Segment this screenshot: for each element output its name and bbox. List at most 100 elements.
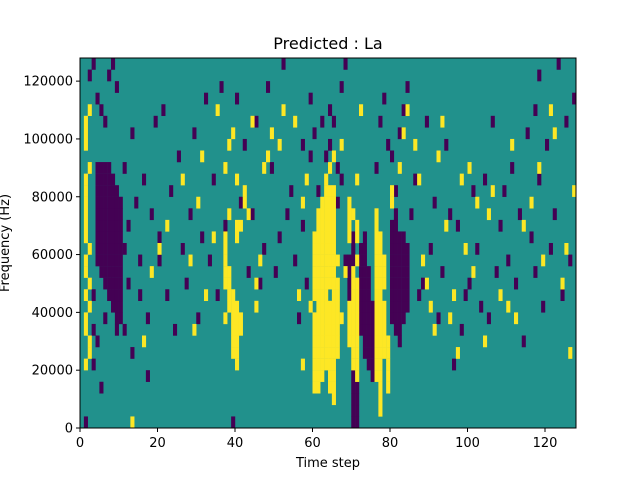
heatmap-cell-high — [324, 173, 329, 186]
plot-frame — [79, 57, 577, 429]
heatmap-cell-high — [328, 277, 333, 290]
heatmap-cell-low — [254, 115, 259, 128]
heatmap-cell-high — [316, 254, 321, 267]
heatmap-cell-high — [328, 300, 333, 313]
heatmap-cell-low — [366, 358, 371, 371]
heatmap-cell-high — [231, 127, 236, 140]
heatmap-cell-low — [366, 312, 371, 325]
heatmap-cell-high — [331, 289, 336, 302]
heatmap-cell-low — [114, 266, 119, 278]
heatmap-cell-low — [103, 312, 108, 325]
heatmap-cell-low — [355, 416, 360, 429]
heatmap-cell-low — [339, 173, 344, 186]
heatmap-cell-low — [99, 243, 104, 255]
heatmap-cell-high — [386, 370, 391, 382]
heatmap-cell-high — [378, 358, 383, 371]
heatmap-cell-low — [405, 81, 410, 93]
heatmap-cell-low — [118, 289, 123, 302]
heatmap-cell-high — [355, 289, 360, 302]
heatmap-cell-high — [316, 243, 321, 255]
heatmap-cell-high — [320, 358, 325, 371]
heatmap-cell-low — [99, 254, 104, 267]
heatmap-cell-low — [107, 254, 112, 267]
heatmap-cell-low — [397, 231, 402, 244]
heatmap-cell-low — [362, 231, 367, 244]
heatmap-cell-low — [359, 312, 364, 325]
heatmap-cell-high — [316, 231, 321, 244]
heatmap-cell-low — [118, 277, 123, 290]
heatmap-cell-high — [355, 254, 360, 267]
heatmap-cell-high — [331, 231, 336, 244]
heatmap-cell-low — [366, 277, 371, 290]
heatmap-cell-high — [83, 312, 88, 325]
y-tick-label: 40000 — [32, 306, 73, 321]
heatmap-cell-high — [351, 358, 356, 371]
heatmap-cell-low — [103, 196, 108, 209]
heatmap-cell-high — [331, 370, 336, 382]
heatmap-cell-high — [343, 266, 348, 278]
heatmap-cell-low — [316, 185, 321, 197]
heatmap-cell-low — [308, 150, 313, 163]
heatmap-cell-high — [328, 208, 333, 221]
heatmap-cell-low — [401, 104, 406, 117]
heatmap-cell-low — [374, 162, 379, 174]
heatmap-cell-low — [118, 243, 123, 255]
heatmap-cell-high — [378, 312, 383, 325]
heatmap-cell-low — [219, 81, 224, 93]
heatmap-cell-high — [223, 231, 228, 244]
heatmap-cell-high — [235, 300, 240, 313]
heatmap-cell-high — [359, 104, 364, 117]
heatmap-cell-high — [459, 173, 464, 186]
heatmap-cell-low — [180, 243, 185, 255]
heatmap-cell-high — [331, 150, 336, 163]
heatmap-cell-low — [138, 289, 143, 302]
heatmap-cell-low — [370, 312, 375, 325]
heatmap-cell-low — [235, 92, 240, 105]
heatmap-cell-high — [347, 231, 352, 244]
heatmap-cell-high — [432, 323, 437, 336]
heatmap-cell-high — [312, 289, 317, 302]
heatmap-cell-high — [324, 300, 329, 313]
heatmap-cell-high — [227, 277, 232, 290]
heatmap-cell-high — [378, 231, 383, 244]
heatmap-cell-low — [393, 219, 398, 232]
heatmap-cell-high — [374, 254, 379, 267]
heatmap-cell-high — [355, 358, 360, 371]
heatmap-cell-high — [312, 323, 317, 336]
heatmap-cell-low — [328, 138, 333, 151]
heatmap-cell-high — [390, 196, 395, 209]
heatmap-cell-low — [421, 277, 426, 290]
heatmap-cell-high — [227, 289, 232, 302]
heatmap-cell-low — [111, 219, 116, 232]
heatmap-cell-high — [223, 312, 228, 325]
heatmap-cell-low — [103, 266, 108, 278]
heatmap-cell-high — [471, 266, 476, 278]
heatmap-cell-low — [529, 231, 534, 244]
heatmap-cell-high — [351, 335, 356, 348]
heatmap-cell-high — [328, 162, 333, 174]
heatmap-cell-low — [95, 254, 100, 267]
heatmap-cell-low — [366, 335, 371, 348]
heatmap-cell-low — [467, 277, 472, 290]
heatmap-cell-low — [176, 150, 181, 163]
heatmap-cells — [83, 58, 577, 429]
heatmap-cell-low — [347, 277, 352, 290]
heatmap-cell-high — [324, 231, 329, 244]
x-tick-label: 80 — [382, 436, 399, 451]
heatmap-cell-low — [99, 104, 104, 117]
heatmap-cell-high — [83, 231, 88, 244]
heatmap-cell-high — [382, 300, 387, 313]
heatmap-cell-high — [316, 370, 321, 382]
heatmap-cell-high — [328, 347, 333, 359]
heatmap-cell-low — [362, 277, 367, 290]
heatmap-cell-low — [393, 300, 398, 313]
heatmap-cell-low — [99, 231, 104, 244]
heatmap-cell-high — [382, 266, 387, 278]
heatmap-cell-low — [173, 323, 178, 336]
heatmap-cell-low — [564, 115, 569, 128]
heatmap-cell-low — [432, 196, 437, 209]
heatmap-cell-high — [87, 300, 92, 313]
heatmap-cell-high — [374, 208, 379, 221]
heatmap-cell-low — [184, 277, 189, 290]
heatmap-cell-high — [312, 370, 317, 382]
